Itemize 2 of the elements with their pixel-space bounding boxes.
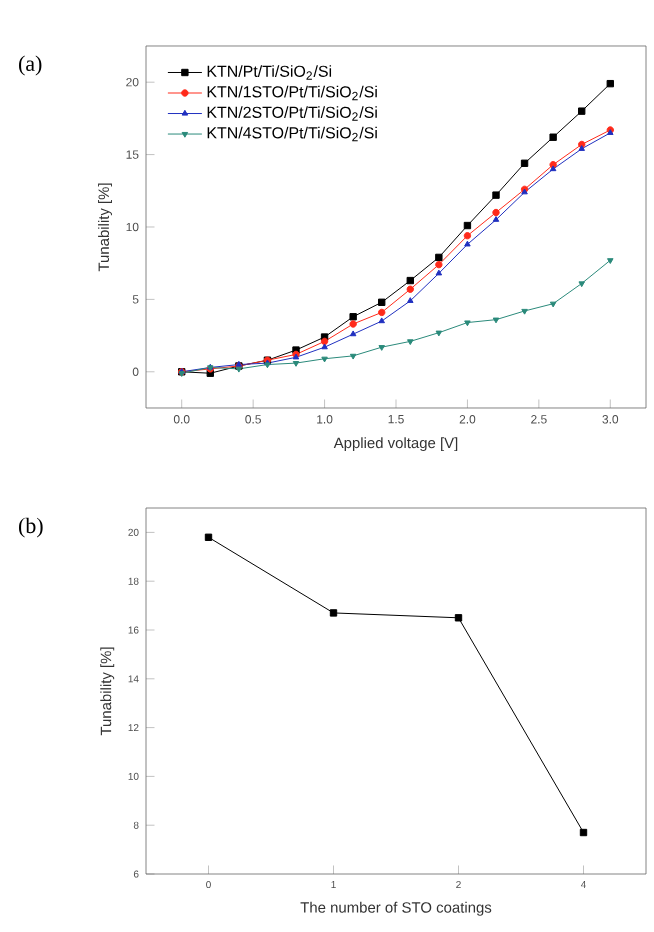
- chart-title: (b): [19, 517, 43, 538]
- chart-title: (a): [19, 55, 42, 76]
